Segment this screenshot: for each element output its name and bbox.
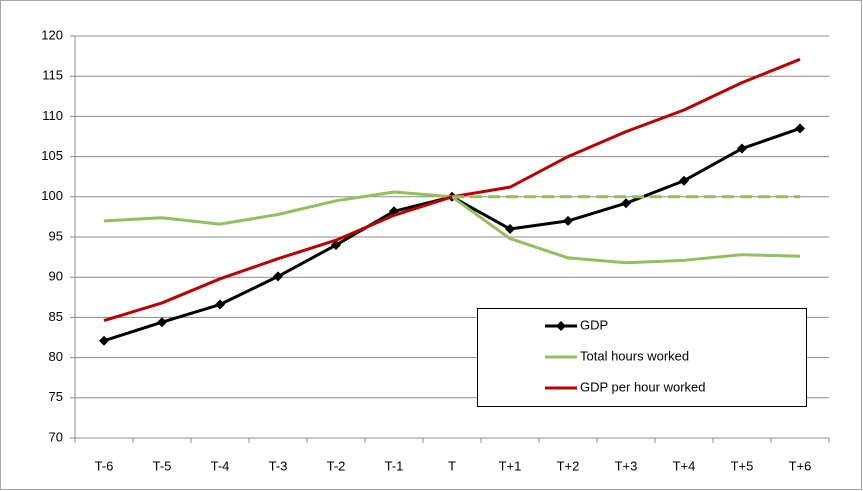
legend-box: [477, 308, 807, 407]
x-tick-label: T+6: [789, 458, 812, 473]
y-tick-label: 90: [49, 269, 63, 284]
marker: [273, 271, 283, 282]
y-tick-label: 95: [49, 228, 63, 243]
marker: [679, 175, 689, 186]
y-tick-label: 100: [41, 188, 63, 203]
marker: [157, 317, 167, 328]
x-tick-label: T-1: [385, 458, 404, 473]
marker: [563, 215, 573, 226]
x-tick-label: T-2: [327, 458, 346, 473]
marker: [99, 335, 109, 346]
marker: [621, 198, 631, 209]
legend-label: GDP: [580, 317, 608, 332]
y-tick-label: 75: [49, 389, 63, 404]
x-tick-label: T-6: [95, 458, 114, 473]
x-tick-label: T: [448, 458, 456, 473]
legend: GDP Total hours worked GDP per hour worked: [477, 308, 807, 407]
legend-label: GDP per hour worked: [580, 379, 706, 394]
x-tick-label: T+5: [731, 458, 754, 473]
marker: [505, 223, 515, 234]
marker: [737, 143, 747, 154]
y-tick-label: 80: [49, 349, 63, 364]
legend-marker: [556, 321, 566, 331]
marker: [795, 123, 805, 134]
x-tick-label: T+3: [615, 458, 638, 473]
x-tick-label: T-3: [269, 458, 288, 473]
y-tick-label: 85: [49, 309, 63, 324]
y-tick-label: 105: [41, 148, 63, 163]
y-tick-label: 115: [42, 68, 63, 83]
x-tick-label: T+2: [557, 458, 580, 473]
x-tick-label: T+4: [673, 458, 696, 473]
marker: [215, 299, 225, 310]
x-tick-label: T-5: [153, 458, 172, 473]
x-tick-label: T-4: [211, 458, 230, 473]
y-tick-label: 70: [49, 429, 63, 444]
legend-label: Total hours worked: [580, 348, 689, 363]
y-tick-label: 110: [42, 108, 63, 123]
x-tick-label: T+1: [499, 458, 522, 473]
y-tick-label: 120: [41, 27, 63, 42]
